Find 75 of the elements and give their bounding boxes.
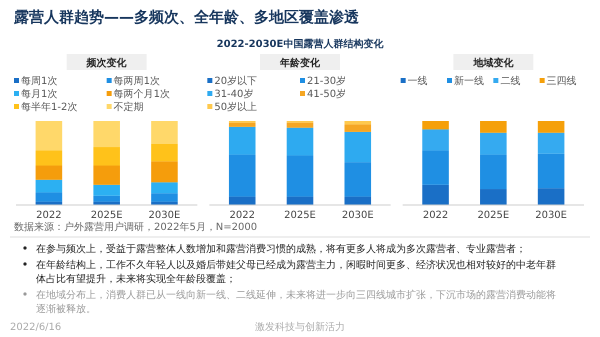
bar: [344, 162, 372, 197]
bar: [36, 166, 62, 180]
x-tick-label: 2022: [36, 210, 62, 221]
text: 在参与频次上，受益于露营整体人数增加和露营消费习惯的成熟，将有更多人将成为多次露营者、专业露营者；: [36, 243, 526, 255]
chart-title: 频次变化: [86, 57, 128, 69]
bar: [151, 144, 178, 162]
bar: [480, 121, 507, 133]
bar: [151, 182, 178, 194]
legend-label: 每周1次: [21, 75, 58, 87]
bar: [538, 121, 564, 133]
chart-title: 地域变化: [472, 57, 514, 69]
bar: [538, 188, 564, 205]
bar: [538, 154, 564, 188]
bar: [228, 196, 256, 205]
bar: [228, 126, 256, 155]
bar: [93, 147, 120, 166]
bar: [286, 122, 314, 128]
bar: [151, 121, 178, 144]
x-tick-label: 2030E: [148, 210, 180, 221]
legend-label: 二线: [500, 75, 520, 87]
bar: [151, 193, 178, 202]
legend-label: 每两个月1次: [114, 88, 170, 100]
bar: [286, 155, 314, 197]
bar: [344, 196, 372, 205]
text: 在地域分布上，消费人群已从一线向新一线、二线延伸，未来将进一步向三四线城市扩张，下沉市场的露营消费动能将逐渐被释放。: [36, 289, 556, 315]
bar: [228, 122, 256, 127]
bar: [93, 121, 120, 148]
legend-label: 不定期: [114, 101, 144, 113]
chart-title: 年龄变化: [279, 57, 321, 69]
bar: [344, 121, 372, 124]
x-tick-label: 2025E: [90, 210, 123, 221]
bar: [286, 128, 314, 156]
legend-label: 21-30岁: [307, 75, 346, 87]
bar: [344, 132, 372, 162]
text: 2022/6/16: [10, 322, 62, 333]
bar: [480, 189, 507, 205]
text: 在年龄结构上，工作不久年轻人以及婚后带娃父母已经成为露营主力，闲暇时间更多、经济状况也相对较好的中老年群体占比有望提升，未来将实现全年龄段覆盖；: [36, 259, 556, 285]
bar: [344, 124, 372, 132]
x-tick-label: 2030E: [535, 210, 567, 221]
legend-label: 20岁以下: [214, 75, 258, 87]
legend-label: 每月1次: [21, 88, 58, 100]
x-tick-label: 2025E: [477, 210, 510, 221]
bar: [286, 196, 314, 205]
legend-label: 每两周1次: [114, 75, 160, 87]
legend-label: 三四线: [546, 75, 577, 87]
bar: [480, 132, 507, 155]
bar: [151, 161, 178, 182]
bar: [422, 121, 449, 130]
x-tick-label: 2022: [422, 210, 448, 221]
bar: [422, 184, 449, 205]
legend-label: 31-40岁: [214, 88, 254, 100]
bar: [36, 180, 62, 192]
legend-label: 50岁以上: [214, 101, 258, 113]
bar: [480, 154, 507, 190]
bar: [36, 192, 62, 202]
bar: [36, 150, 62, 166]
bar: [36, 121, 62, 150]
legend-label: 新一线: [454, 75, 484, 87]
legend-label: 41-50岁: [307, 88, 346, 100]
bar: [93, 166, 120, 185]
text: 露营人群趋势——多频次、全年龄、多地区覆盖渗透: [13, 8, 360, 26]
x-tick-label: 2025E: [284, 210, 316, 221]
bar: [538, 132, 564, 154]
bar: [422, 129, 449, 150]
source-note: 数据来源：户外露营用户调研，2022年5月，N=2000: [14, 221, 258, 233]
bar: [93, 184, 120, 196]
legend-label: 一线: [408, 75, 428, 87]
bar: [93, 196, 120, 202]
bar: [422, 150, 449, 185]
x-tick-label: 2030E: [342, 210, 374, 221]
text: 2022-2030E中国露营人群结构变化: [216, 38, 384, 50]
bar: [228, 154, 256, 197]
x-tick-label: 2022: [229, 210, 255, 221]
text: 激发科技与创新活力: [255, 321, 345, 333]
legend-label: 每半年1-2次: [21, 101, 78, 113]
